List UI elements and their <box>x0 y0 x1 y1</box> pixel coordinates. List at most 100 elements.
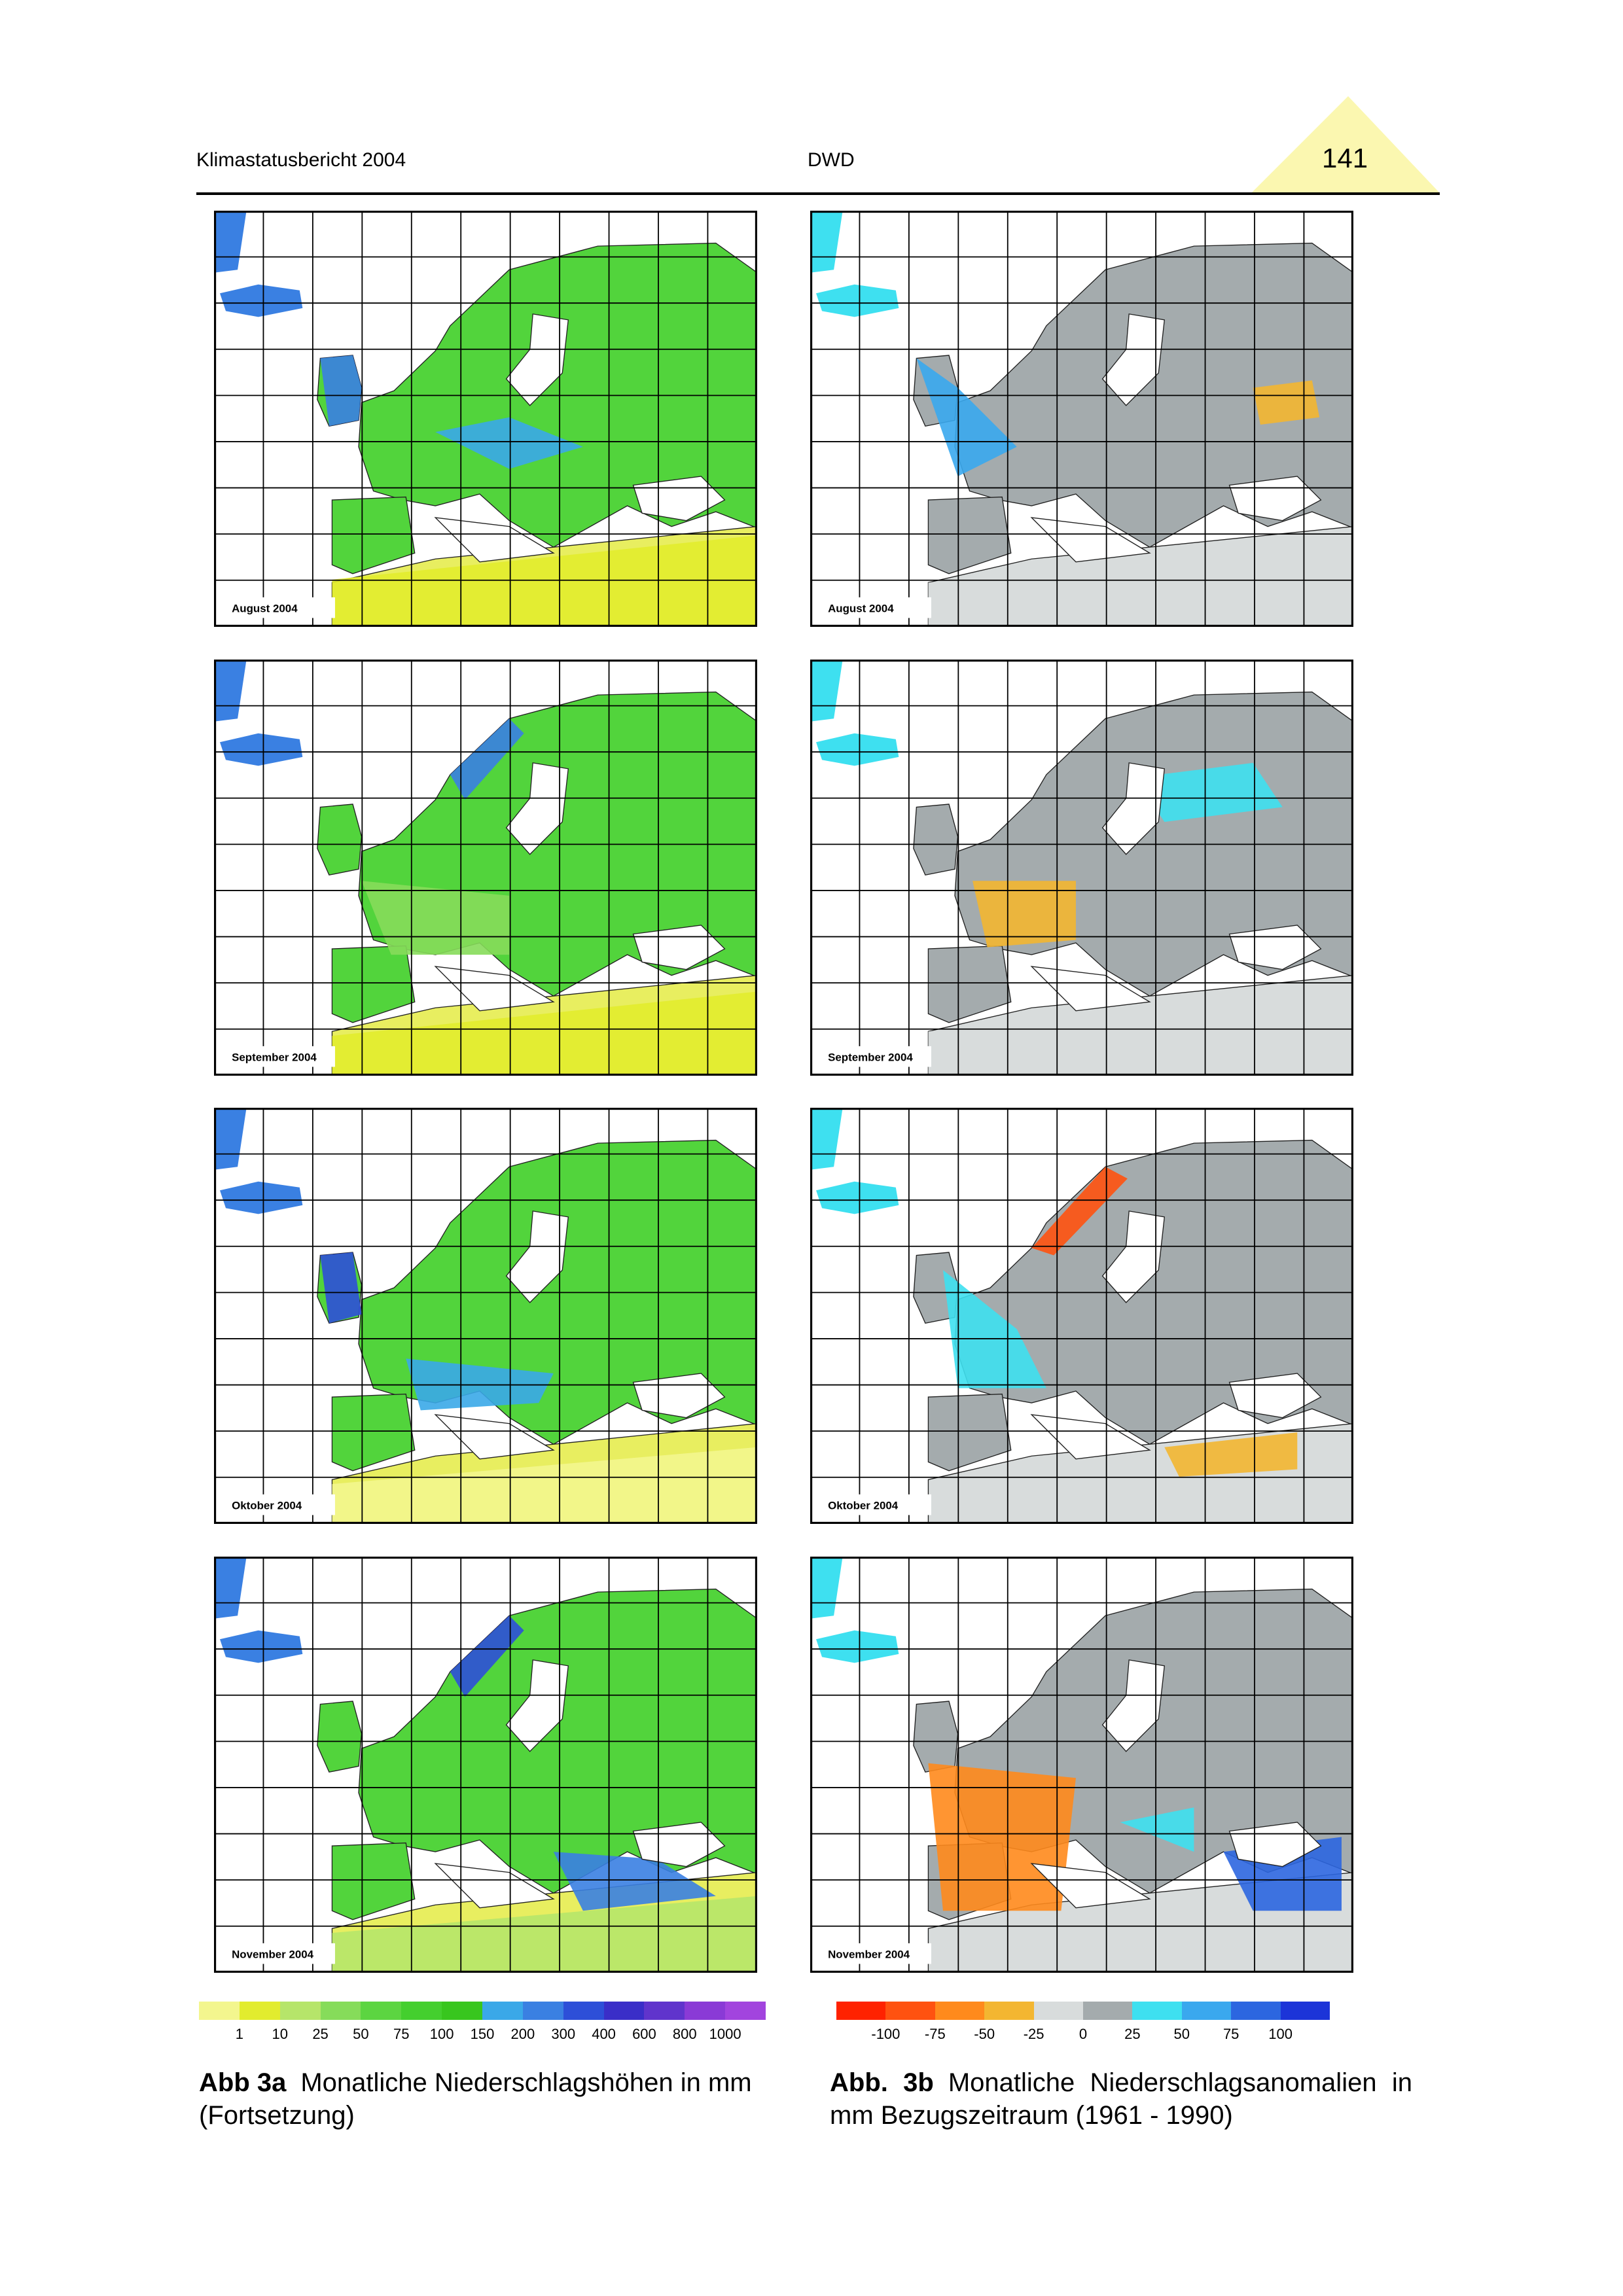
sea <box>434 517 555 563</box>
map-label: August 2004 <box>232 602 298 614</box>
map: Oktober 2004 <box>810 1108 1353 1524</box>
label-box <box>223 1046 335 1067</box>
anomaly-area <box>916 358 1017 476</box>
anomaly-area <box>332 991 757 1076</box>
map-frame <box>810 1108 1353 1524</box>
anomaly-area <box>1120 1807 1194 1852</box>
land <box>220 733 303 766</box>
map-label: September 2004 <box>828 1051 913 1063</box>
legend-label: 100 <box>429 2026 454 2042</box>
anomaly-area <box>1253 380 1320 425</box>
legend-swatch <box>1231 2002 1281 2020</box>
legend-swatch <box>239 2002 281 2020</box>
caption-text: Monatliche Niederschlagsanomalien in mm … <box>830 2068 1412 2130</box>
legend-label: 800 <box>672 2026 697 2042</box>
legend-swatch <box>644 2002 685 2020</box>
legend-swatch <box>320 2002 361 2020</box>
land <box>331 496 416 574</box>
map-label: August 2004 <box>828 602 894 614</box>
map: August 2004 <box>810 211 1353 627</box>
map: Oktober 2004 <box>214 1108 757 1524</box>
land <box>317 804 363 876</box>
anomaly-area <box>1031 1167 1128 1256</box>
legend-swatch <box>1132 2002 1183 2020</box>
map-frame <box>214 660 757 1076</box>
legend-swatch <box>522 2002 564 2020</box>
sea <box>1030 517 1151 563</box>
map: September 2004 <box>810 660 1353 1076</box>
caption-label: Abb 3a <box>199 2068 287 2097</box>
map: September 2004 <box>214 660 757 1076</box>
map-frame <box>214 1557 757 1973</box>
map-frame <box>810 211 1353 627</box>
legend-label: 75 <box>1222 2026 1240 2042</box>
map-label: November 2004 <box>232 1948 314 1960</box>
legend-label: 400 <box>592 2026 616 2042</box>
map-frame <box>810 1557 1353 1973</box>
label-box <box>223 1494 335 1515</box>
legend-swatch <box>935 2002 985 2020</box>
legend-swatch <box>563 2002 605 2020</box>
legend-swatch <box>361 2002 402 2020</box>
land <box>317 1701 363 1773</box>
legend-swatch <box>885 2002 936 2020</box>
legend-label: 25 <box>1124 2026 1141 2042</box>
map: August 2004 <box>214 211 757 627</box>
anomaly-area <box>320 1252 362 1324</box>
anomaly-area <box>435 417 583 469</box>
legend-label: 300 <box>551 2026 576 2042</box>
legend-swatch <box>1280 2002 1330 2020</box>
anomaly-area <box>320 355 362 427</box>
land <box>927 496 1012 574</box>
anomaly-area <box>332 1896 757 1973</box>
land <box>816 1181 899 1214</box>
caption-left: Abb 3a Monatliche Niederschlagshöhen in m… <box>199 2066 781 2132</box>
label-box <box>223 1943 335 1964</box>
anomaly-area <box>928 527 1353 627</box>
legend-swatch <box>836 2002 886 2020</box>
land <box>331 1842 416 1920</box>
legend-swatch <box>1083 2002 1133 2020</box>
caption-right: Abb. 3b Monatliche Niederschlagsanomalien… <box>830 2066 1412 2132</box>
anomaly-area <box>553 1852 716 1911</box>
legend-label: 100 <box>1268 2026 1293 2042</box>
map-frame <box>214 211 757 627</box>
map: November 2004 <box>214 1557 757 1973</box>
legend-label: 0 <box>1079 2026 1088 2042</box>
anomaly-area <box>332 535 757 627</box>
land <box>816 1630 899 1663</box>
legend-label: 600 <box>632 2026 656 2042</box>
map-label: Oktober 2004 <box>828 1499 899 1511</box>
legend-swatch <box>1033 2002 1084 2020</box>
anomaly-area <box>928 976 1353 1076</box>
anomaly-area <box>1164 1432 1298 1477</box>
legend-label: 75 <box>393 2026 410 2042</box>
legend-label: -25 <box>1023 2026 1044 2042</box>
legend-label: 1 <box>235 2026 243 2042</box>
land <box>331 1393 416 1472</box>
map-label: Oktober 2004 <box>232 1499 302 1511</box>
legend-label: -75 <box>924 2026 946 2042</box>
anomaly-area <box>332 1447 757 1524</box>
legend-label: 10 <box>272 2026 288 2042</box>
legend-swatch <box>725 2002 766 2020</box>
page-tab <box>1251 96 1440 193</box>
legend-label: 150 <box>470 2026 495 2042</box>
land <box>913 804 959 876</box>
label-box <box>819 597 931 618</box>
anomaly-area <box>1135 762 1283 822</box>
legend-swatch <box>482 2002 524 2020</box>
map: November 2004 <box>810 1557 1353 1973</box>
legend-swatch <box>401 2002 442 2020</box>
legend-swatch <box>1181 2002 1232 2020</box>
land <box>220 1181 303 1214</box>
label-box <box>819 1494 931 1515</box>
sea <box>1030 966 1151 1012</box>
page-number: 141 <box>1322 143 1368 173</box>
legend-label: 25 <box>312 2026 329 2042</box>
land <box>816 284 899 317</box>
label-box <box>819 1046 931 1067</box>
anomaly-area <box>450 1616 524 1697</box>
legend-swatch <box>442 2002 483 2020</box>
